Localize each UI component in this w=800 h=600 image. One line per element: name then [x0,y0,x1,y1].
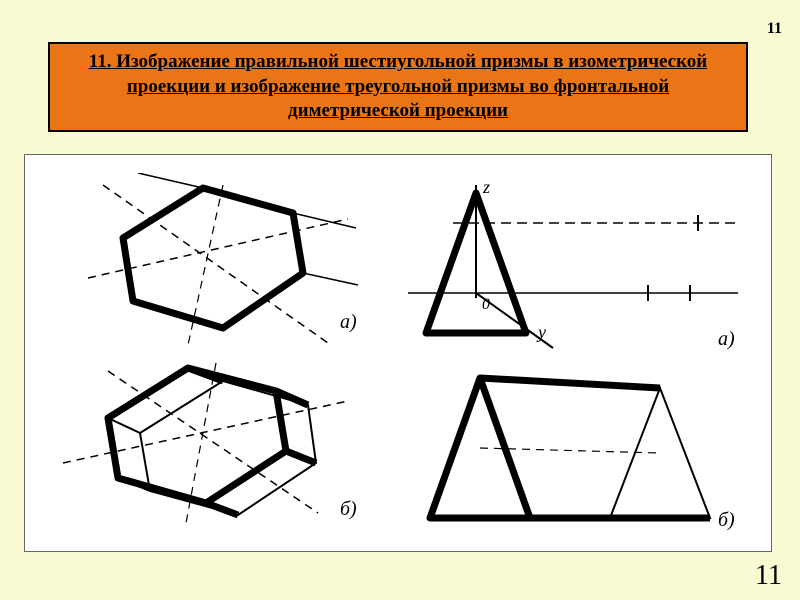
hex-prism-svg: а) б) [48,173,378,533]
axis-z-label: z [482,177,490,197]
hex-top-group: а) [88,173,358,345]
hex-label-b: б) [340,498,357,520]
tri-bottom-group: б) [430,378,735,531]
axis-o-label: 0 [482,296,490,313]
left-panel: а) б) [48,173,378,533]
content-box: а) б) [24,154,772,552]
page-number-top: 11 [767,20,782,38]
tri-label-b: б) [718,509,735,531]
axis-y-label: y [536,322,546,342]
right-panel: z 0 y а) б) [398,173,748,533]
hex-bottom-group: б) [63,363,357,523]
tri-top-group: z 0 y а) [408,177,738,350]
title-box: 11. Изображение правильной шестиугольной… [48,42,748,132]
page-number-bottom: 11 [755,560,782,592]
tri-label-a: а) [718,328,735,350]
title-text: 11. Изображение правильной шестиугольной… [89,51,708,121]
hex-label-a: а) [340,311,357,333]
tri-prism-svg: z 0 y а) б) [398,173,748,533]
